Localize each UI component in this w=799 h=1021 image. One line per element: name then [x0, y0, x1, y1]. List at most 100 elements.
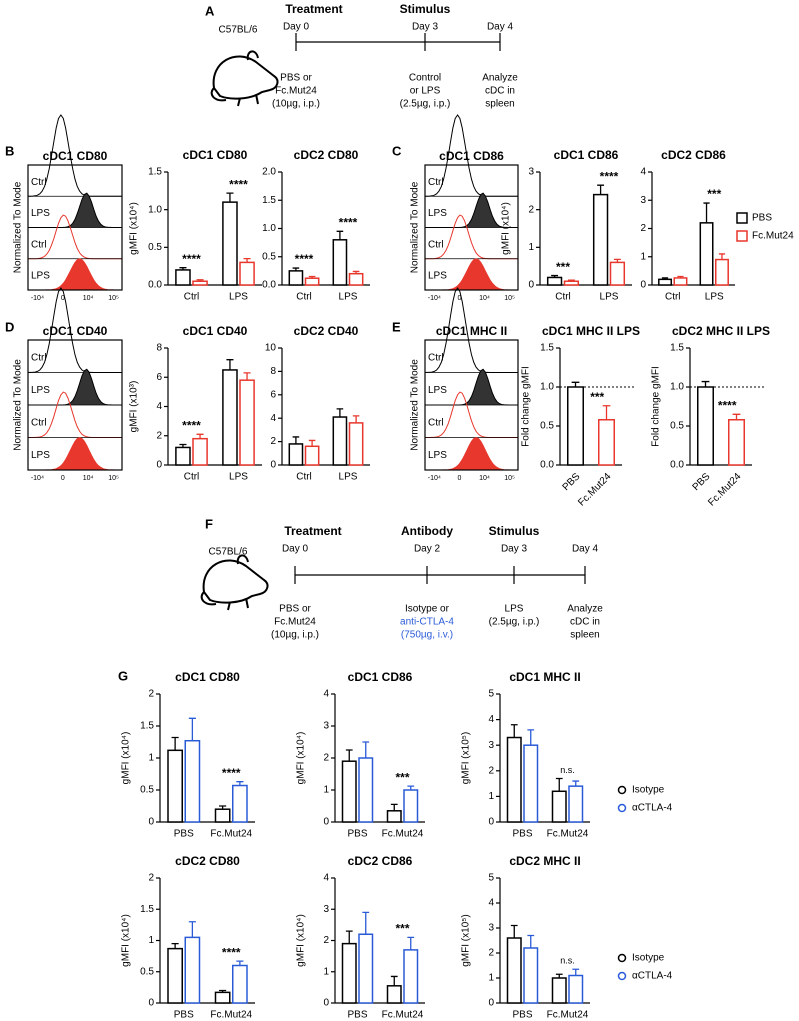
y-tick-label: 0	[156, 460, 162, 471]
significance: ***	[556, 260, 570, 274]
y-tick-label: 0.5	[148, 242, 162, 253]
y-tick-label: 8	[156, 343, 162, 354]
bar	[304, 445, 320, 466]
hist-frame	[424, 164, 519, 291]
error-bar	[571, 381, 580, 387]
x-tick-label: PBS	[174, 829, 194, 840]
significance: n.s.	[560, 765, 575, 775]
significance: ****	[600, 169, 619, 183]
stage-note: LPS	[505, 604, 524, 615]
y-axis-label: gMFI (x10⁵)	[461, 732, 472, 785]
hist-xtick-label: 10⁵	[504, 295, 515, 302]
hist-frame	[27, 164, 123, 291]
hist-row-label: Ctrl	[31, 418, 47, 429]
bar	[214, 808, 231, 823]
error-bar	[677, 275, 684, 278]
bar	[506, 736, 522, 823]
y-tick-label: 1.5	[140, 721, 154, 732]
bar	[232, 784, 248, 823]
stage-note: Control	[409, 73, 441, 84]
error-bar	[188, 921, 196, 938]
hist-title: cDC1 CD40	[43, 324, 108, 338]
y-tick-label: 2	[488, 948, 494, 959]
x-tick-label: PBS	[174, 1010, 194, 1021]
y-tick-label: 3	[528, 167, 534, 178]
significance: ****	[222, 766, 241, 780]
bar	[192, 437, 208, 466]
stage-note: PBS or	[280, 73, 312, 84]
y-tick-label: 1.0	[670, 382, 684, 393]
y-tick-label: 1.5	[540, 343, 554, 354]
panel-letter: D	[5, 319, 14, 334]
chart-title: cDC2 CD80	[175, 854, 240, 868]
hist-row-label: LPS	[428, 271, 447, 282]
panel-letter: E	[392, 319, 401, 334]
significance: ****	[182, 252, 201, 266]
significance: ****	[718, 398, 737, 412]
stage-note: Analyze	[567, 604, 603, 615]
panel-letter: A	[205, 3, 215, 18]
stage-day: Day 4	[572, 544, 599, 555]
stage-day: Day 4	[487, 22, 514, 33]
error-bar	[345, 930, 353, 944]
error-bar	[510, 724, 518, 738]
bar	[214, 991, 231, 1004]
x-tick-label: LPS	[339, 472, 358, 483]
y-axis-label: gMFI (x10⁴)	[121, 732, 132, 785]
hist-xtick-label: 0	[61, 475, 65, 482]
error-bar	[219, 805, 227, 810]
x-tick-label: Ctrl	[296, 292, 312, 303]
error-bar	[352, 415, 360, 423]
bar	[304, 277, 320, 286]
error-bar	[572, 780, 580, 787]
error-bar	[171, 736, 179, 751]
y-tick-label: 4	[156, 401, 162, 412]
bar	[568, 785, 584, 823]
error-bar	[345, 749, 353, 762]
error-bar	[551, 274, 559, 278]
error-bar	[732, 413, 741, 420]
x-tick-label: Ctrl	[665, 292, 681, 303]
bar	[348, 272, 364, 286]
y-tick-label: 3	[323, 721, 329, 732]
y-tick-label: 5	[488, 689, 494, 700]
stage-note: (10µg, i.p.)	[272, 99, 320, 110]
hist-row-label: Ctrl	[31, 239, 47, 250]
chart-title: cDC2 MHC II LPS	[672, 324, 770, 338]
legend-label: Fc.Mut24	[752, 231, 794, 242]
error-bar	[602, 405, 611, 420]
y-axis-label: gMFI (x10³)	[129, 381, 140, 433]
stage-note: Fc.Mut24	[275, 86, 317, 97]
error-bar	[196, 279, 204, 282]
hist-row-label: LPS	[31, 271, 50, 282]
bar	[699, 222, 714, 286]
legend-marker	[617, 953, 627, 963]
stage-note: Fc.Mut24	[274, 617, 316, 628]
bar	[358, 757, 374, 823]
y-tick-label: 0	[270, 460, 276, 471]
significance: n.s.	[560, 956, 575, 966]
y-tick-label: 1	[323, 785, 329, 796]
hist-row-label: LPS	[428, 208, 447, 219]
stage-note: (2.5µg, i.p.)	[400, 99, 451, 110]
bar	[288, 443, 304, 466]
stage-heading: Treatment	[284, 524, 341, 538]
y-tick-label: 1	[148, 935, 154, 946]
bar	[568, 974, 584, 1004]
bar	[222, 369, 238, 466]
y-axis-label: gMFI (x10⁴)	[296, 914, 307, 967]
error-bar	[188, 717, 196, 741]
x-tick-label: Ctrl	[184, 472, 200, 483]
stage-heading: Stimulus	[489, 524, 540, 538]
bar	[563, 280, 580, 286]
error-bar	[243, 372, 251, 381]
error-bar	[567, 279, 575, 282]
bar	[386, 810, 402, 823]
hist-row-label: Ctrl	[31, 177, 47, 188]
hist-xtick-label: 0	[457, 475, 461, 482]
bar	[609, 261, 626, 286]
error-bar	[179, 443, 187, 448]
x-tick-label: Fc.Mut24	[576, 471, 614, 509]
stage-note: (2.5µg, i.p.)	[489, 617, 540, 628]
